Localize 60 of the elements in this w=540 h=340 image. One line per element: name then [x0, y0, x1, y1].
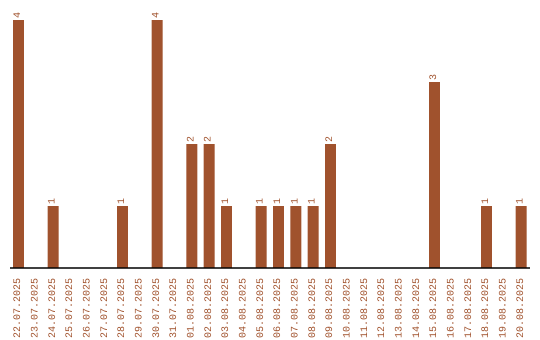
data-label: 1 — [256, 198, 267, 204]
bar — [117, 206, 128, 268]
x-tick-label: 23.07.2025 — [30, 278, 42, 338]
bar — [325, 144, 336, 268]
x-tick-label: 03.08.2025 — [221, 278, 232, 338]
x-tick-label: 14.08.2025 — [412, 278, 423, 338]
x-tick-label: 26.07.2025 — [82, 278, 94, 338]
bar — [186, 144, 198, 268]
bar — [13, 20, 24, 268]
bar — [256, 206, 267, 268]
x-tick-label: 28.07.2025 — [117, 278, 128, 338]
x-tick-label: 04.08.2025 — [238, 278, 250, 338]
data-label: 1 — [308, 198, 319, 204]
x-tick-label: 01.08.2025 — [186, 278, 198, 338]
x-tick-label: 25.07.2025 — [65, 278, 76, 338]
bar — [204, 144, 215, 268]
x-tick-label: 05.08.2025 — [256, 278, 267, 338]
x-tick-label: 24.07.2025 — [48, 278, 59, 338]
bar — [516, 206, 527, 268]
data-label: 2 — [186, 136, 198, 142]
x-tick-label: 19.08.2025 — [498, 278, 510, 338]
x-tick-label: 11.08.2025 — [360, 278, 371, 338]
x-tick-label: 07.08.2025 — [290, 278, 302, 338]
data-label: 1 — [516, 198, 527, 204]
x-tick-label: 22.07.2025 — [13, 278, 24, 338]
bar — [290, 206, 302, 268]
bar — [481, 206, 492, 268]
x-tick-label: 02.08.2025 — [204, 278, 215, 338]
data-label: 1 — [273, 198, 284, 204]
bar — [308, 206, 319, 268]
x-tick-label: 31.07.2025 — [169, 278, 180, 338]
x-tick-label: 12.08.2025 — [377, 278, 388, 338]
data-label: 1 — [290, 198, 302, 204]
x-tick-label: 30.07.2025 — [152, 278, 163, 338]
data-label: 4 — [152, 12, 163, 18]
x-tick-label: 16.08.2025 — [446, 278, 458, 338]
data-label: 2 — [325, 136, 336, 142]
x-tick-label: 20.08.2025 — [516, 278, 527, 338]
data-label: 1 — [221, 198, 232, 204]
bar — [152, 20, 163, 268]
x-tick-label: 29.07.2025 — [134, 278, 146, 338]
x-tick-label: 06.08.2025 — [273, 278, 284, 338]
data-label: 3 — [429, 74, 440, 80]
x-tick-label: 09.08.2025 — [325, 278, 336, 338]
data-label: 1 — [481, 198, 492, 204]
bar — [48, 206, 59, 268]
bar — [221, 206, 232, 268]
x-tick-label: 18.08.2025 — [481, 278, 492, 338]
x-tick-label: 10.08.2025 — [342, 278, 354, 338]
data-label: 1 — [117, 198, 128, 204]
x-tick-label: 27.07.2025 — [100, 278, 111, 338]
x-tick-label: 15.08.2025 — [429, 278, 440, 338]
data-label: 1 — [48, 198, 59, 204]
x-tick-label: 08.08.2025 — [308, 278, 319, 338]
bar — [273, 206, 284, 268]
data-label: 4 — [13, 12, 24, 18]
x-tick-label: 17.08.2025 — [464, 278, 475, 338]
x-tick-label: 13.08.2025 — [394, 278, 406, 338]
bar — [429, 82, 440, 268]
data-label: 2 — [204, 136, 215, 142]
